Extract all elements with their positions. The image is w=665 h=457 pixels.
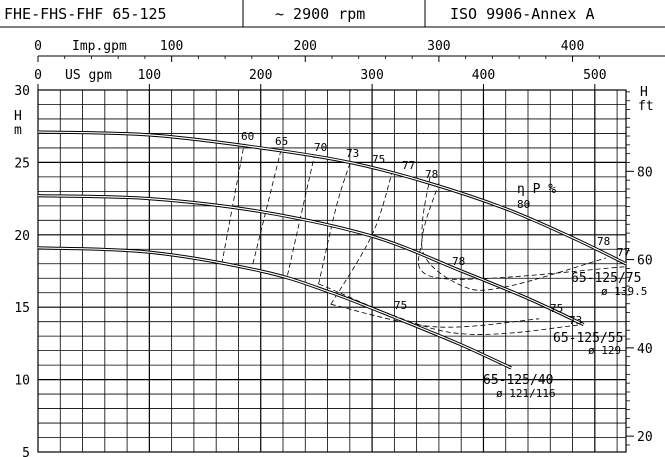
- right-axis-tick-label: 80: [637, 165, 653, 180]
- efficiency-label-70: 70: [314, 141, 327, 154]
- bottom-axis-tick-label: 0: [34, 68, 42, 83]
- left-axis-label-top: H: [14, 109, 22, 124]
- efficiency-contour-60: [221, 144, 245, 264]
- bottom-axis-tick-label: 400: [472, 68, 495, 83]
- top-axis-tick-label: 300: [427, 39, 450, 54]
- efficiency-label-80: 80: [517, 198, 530, 211]
- efficiency-label-73-right: 73: [569, 314, 582, 327]
- efficiency-label-77-right: 77: [617, 246, 630, 259]
- efficiency-axis-label: η P %: [517, 182, 556, 197]
- efficiency-label-75: 75: [372, 153, 385, 166]
- efficiency-label-65: 65: [275, 135, 288, 148]
- top-axis-imp-gpm: Imp.gpm: [38, 39, 665, 57]
- curve-diameter-65-125/40: ø 121/116: [496, 387, 556, 400]
- efficiency-contour-77: [418, 176, 627, 280]
- efficiency-label-77: 77: [402, 159, 415, 172]
- bottom-axis-tick-label: 100: [138, 68, 161, 83]
- header-speed: ~ 2900 rpm: [275, 5, 365, 23]
- head-curve-65-125/40: [37, 246, 512, 370]
- grid: [37, 89, 627, 453]
- head-curve-inner-65-125/75: [37, 131, 627, 265]
- efficiency-contour-lower-73: [318, 283, 584, 335]
- efficiency-label-60: 60: [241, 130, 254, 143]
- efficiency-contour-78: [421, 182, 607, 291]
- right-axis-label-bottom: ft: [638, 99, 654, 114]
- curve-diameter-65-125/55: ø 129: [588, 344, 621, 357]
- axis-ticks: 0 100 200 300 400 500 0 100 200 300 400 5 10 15 20 25 30…: [14, 39, 652, 457]
- bottom-axis-tick-label: 500: [583, 68, 606, 83]
- top-axis-label: Imp.gpm: [72, 39, 127, 54]
- bottom-axis-label: US gpm: [65, 68, 112, 83]
- left-axis-tick-label: 20: [14, 229, 30, 244]
- header-standard: ISO 9906-Annex A: [450, 5, 595, 23]
- bottom-axis-tick-label: 300: [360, 68, 383, 83]
- curve-name-65-125/55: 65-125/55: [553, 331, 623, 346]
- bottom-axis-tick-label: 200: [249, 68, 272, 83]
- efficiency-label-75-lower: 75: [394, 299, 407, 312]
- efficiency-contour-73: [318, 163, 351, 285]
- curve-labels: 60 65 70 73 75 77 78 80 78 77 78 75 75 73 η P % 65-125/…: [241, 130, 647, 400]
- curve-diameter-65-125/75: ø 139.5: [601, 285, 647, 298]
- efficiency-label-75-right: 75: [550, 302, 563, 315]
- head-curve-inner-65-125/55: [37, 195, 584, 326]
- curve-name-65-125/40: 65-125/40: [483, 373, 553, 388]
- right-axis-tick-label: 60: [637, 254, 653, 269]
- top-axis-tick-label: 400: [561, 39, 584, 54]
- right-axis-label-top: H: [640, 85, 648, 100]
- plot-frame: [37, 89, 627, 453]
- head-curve-inner-65-125/40: [37, 247, 512, 369]
- efficiency-label-78: 78: [425, 168, 438, 181]
- left-axis-tick-label: 10: [14, 374, 30, 389]
- head-curve-65-125/55: [37, 194, 585, 327]
- efficiency-contour-lower-75: [330, 303, 540, 328]
- right-axis-tick-label: 20: [637, 430, 653, 445]
- header: FHE-FHS-FHF 65-125 ~ 2900 rpm ISO 9906-A…: [0, 0, 665, 28]
- efficiency-contours: [221, 144, 627, 335]
- left-axis-tick-label: 30: [14, 84, 30, 99]
- left-axis-tick-label: 15: [14, 301, 30, 316]
- left-axis-tick-label: 25: [14, 156, 30, 171]
- efficiency-label-73: 73: [346, 147, 359, 160]
- curve-name-65-125/75: 65-125/75: [571, 271, 641, 286]
- header-model: FHE-FHS-FHF 65-125: [4, 5, 167, 23]
- top-axis-tick-label: 200: [294, 39, 317, 54]
- head-curves: [37, 130, 627, 370]
- efficiency-label-78-mid: 78: [452, 255, 465, 268]
- right-axis-tick-label: 40: [637, 342, 653, 357]
- efficiency-label-78-right: 78: [597, 235, 610, 248]
- efficiency-contour-65: [252, 150, 282, 264]
- top-axis-tick-label: 100: [160, 39, 183, 54]
- left-axis-label-bottom: m: [14, 123, 22, 138]
- top-axis-tick-label: 0: [34, 39, 42, 54]
- left-axis-tick-label: 5: [22, 446, 30, 457]
- efficiency-contour-70: [287, 156, 315, 276]
